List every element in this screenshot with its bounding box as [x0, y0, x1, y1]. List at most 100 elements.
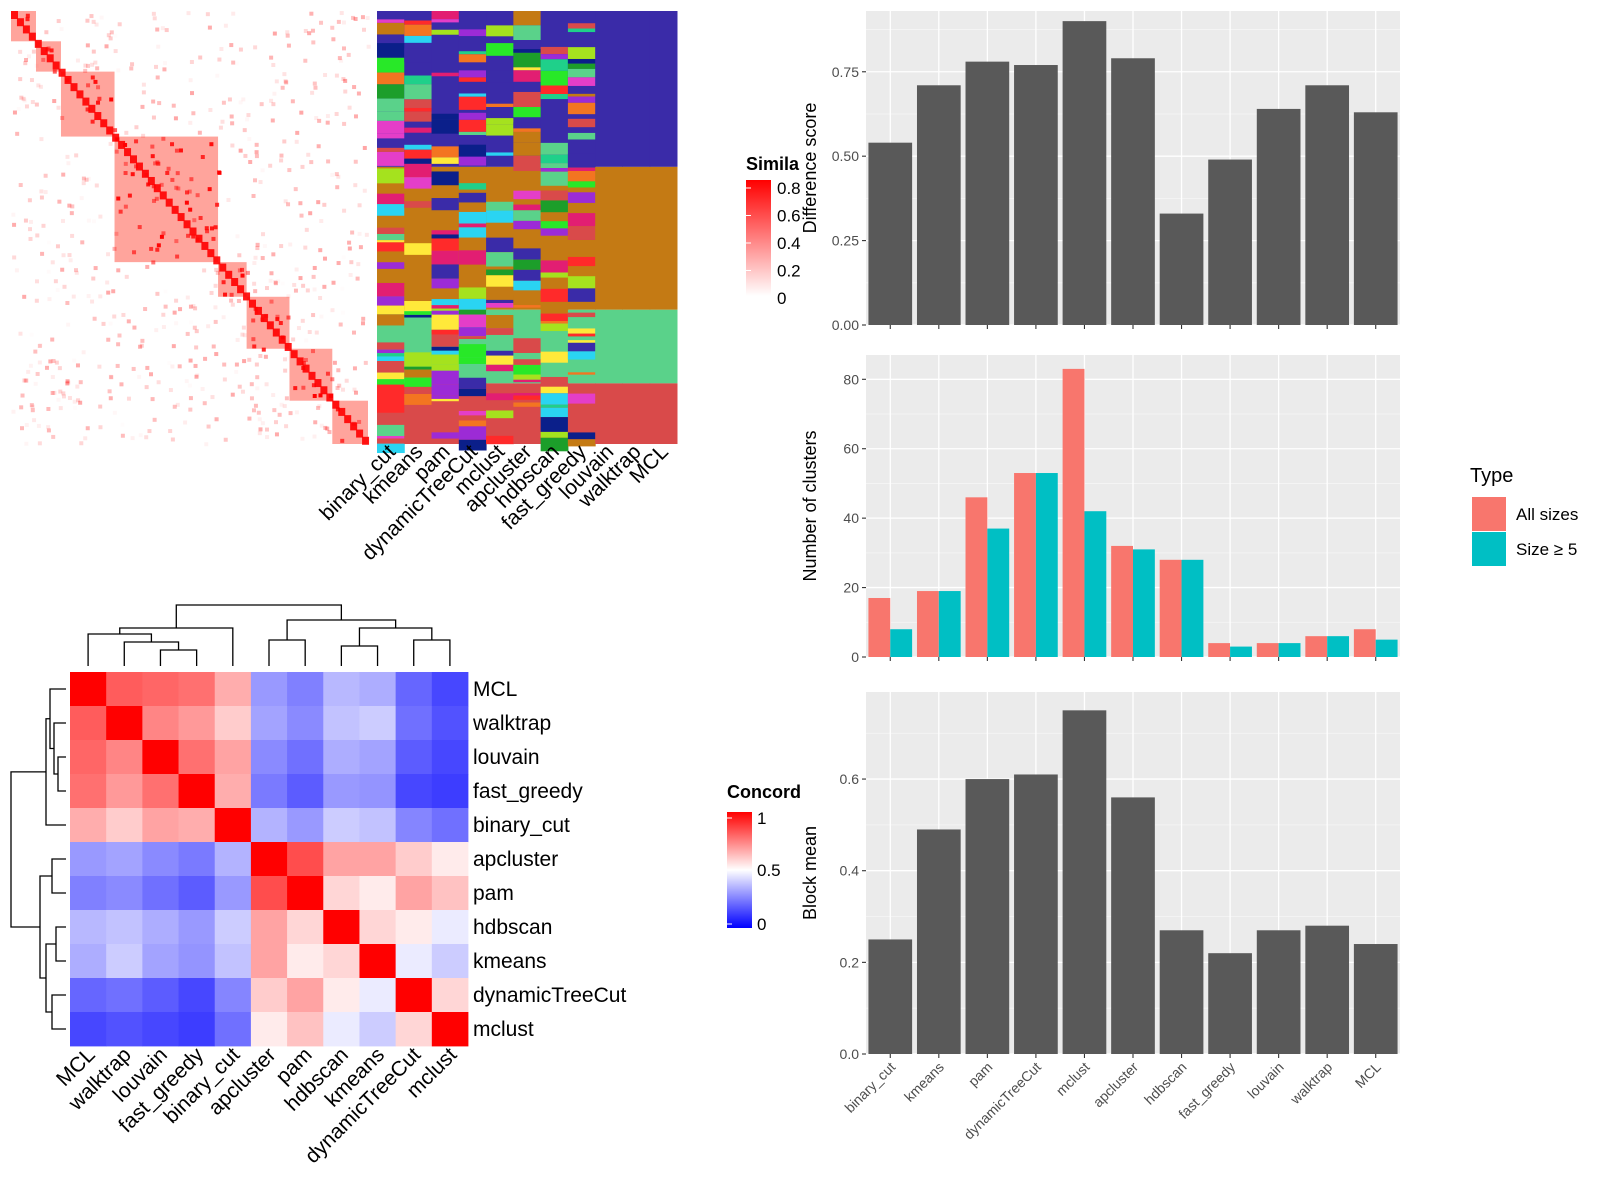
similarity-cell — [294, 139, 299, 144]
membership-cell — [404, 35, 433, 43]
concordance-cell — [250, 808, 288, 843]
similarity-cell — [67, 253, 72, 258]
similarity-cell — [130, 172, 135, 177]
similarity-cell — [294, 267, 299, 272]
dendrogram-link — [358, 627, 433, 646]
similarity-cell — [325, 120, 330, 125]
membership-cell — [567, 96, 596, 103]
similarity-cell — [325, 426, 330, 431]
membership-band — [458, 166, 487, 310]
similarity-cell — [73, 268, 78, 273]
similarity-cell — [184, 200, 189, 205]
similarity-cell — [12, 147, 16, 151]
membership-cell — [458, 227, 487, 238]
concordance-cell — [359, 944, 397, 979]
membership-cell — [431, 432, 460, 439]
similarity-cell — [336, 261, 341, 266]
similarity-cell — [157, 101, 162, 106]
membership-cell — [486, 393, 514, 401]
similarity-cell — [319, 219, 324, 224]
dendrogram-link — [49, 688, 66, 750]
similarity-cell — [282, 357, 287, 362]
y-axis: 0.00 0.25 0.50 0.75 — [832, 64, 1377, 333]
similarity-cell — [170, 177, 175, 182]
concordance-cell — [106, 808, 143, 843]
similarity-cell — [237, 384, 242, 389]
similarity-cell — [200, 387, 205, 391]
membership-cell — [540, 94, 569, 100]
similarity-cell — [340, 287, 344, 291]
similarity-cell — [213, 225, 218, 230]
similarity-cell — [272, 408, 277, 413]
similarity-cell — [249, 396, 254, 401]
concordance-cell — [250, 706, 288, 741]
similarity-cell — [358, 245, 363, 250]
membership-cell — [377, 305, 405, 315]
similarity-cell — [18, 77, 23, 82]
similarity-cell — [155, 291, 160, 296]
similarity-cell — [26, 54, 31, 59]
membership-cell — [486, 70, 514, 83]
concordance-cell — [395, 842, 433, 877]
bar — [1159, 930, 1204, 1054]
similarity-cell — [357, 419, 362, 424]
similarity-cell — [192, 325, 197, 330]
similarity-cell — [124, 274, 129, 279]
dendrogram-link — [10, 771, 46, 928]
similarity-cell — [90, 119, 95, 124]
similarity-diagonal-cell — [266, 321, 274, 330]
similarity-cell — [314, 330, 319, 335]
similarity-cell — [66, 161, 71, 166]
similarity-cell — [230, 199, 234, 203]
dendrogram-link — [268, 639, 306, 666]
similarity-cell — [243, 153, 248, 158]
similarity-cell — [39, 195, 44, 200]
membership-band — [622, 383, 651, 444]
membership-cell — [377, 19, 405, 23]
membership-column-labels: binary_cutkmeanspamdynamicTreeCutmclusta… — [315, 440, 673, 565]
concordance-cell — [359, 842, 397, 877]
y-axis: 0 20 40 60 80 — [843, 371, 1377, 665]
concordance-cell — [214, 672, 252, 707]
similarity-cell — [60, 115, 65, 120]
similarity-diagonal-cell — [284, 342, 292, 351]
membership-cell — [431, 370, 460, 385]
similarity-cell — [240, 273, 245, 278]
similarity-cell — [229, 298, 234, 303]
similarity-diagonal-cell — [147, 176, 155, 185]
concordance-cell — [250, 672, 288, 707]
similarity-cell — [25, 17, 30, 22]
similarity-cell — [255, 246, 260, 251]
similarity-cell — [175, 402, 180, 407]
membership-band — [567, 11, 596, 167]
similarity-diagonal-cell — [183, 220, 191, 229]
similarity-cell — [150, 397, 155, 402]
membership-column-apcluster — [513, 11, 542, 444]
similarity-cell — [58, 389, 63, 394]
concordance-cell — [250, 842, 288, 877]
membership-cell — [486, 43, 514, 56]
concordance-cell — [214, 740, 252, 775]
similarity-cell — [252, 261, 257, 266]
similarity-cell — [202, 268, 207, 273]
concordance-cell — [250, 978, 288, 1013]
concordance-cell — [70, 842, 107, 877]
concordance-cell — [106, 672, 143, 707]
similarity-cell — [134, 125, 139, 130]
similarity-cell — [347, 246, 352, 251]
similarity-cell — [178, 307, 183, 312]
similarity-cell — [26, 369, 31, 374]
membership-cell — [377, 356, 405, 361]
similarity-cell — [119, 382, 124, 387]
membership-cell — [540, 376, 569, 387]
similarity-cell — [120, 433, 125, 438]
concordance-heatmap-cells — [70, 672, 469, 1047]
concordance-cell — [142, 910, 179, 945]
membership-cell — [377, 242, 405, 252]
similarity-cell — [75, 58, 80, 63]
similarity-diagonal-cell — [100, 119, 108, 128]
concordance-heatmap: MCL walktrap louvain fast_greedy binary_cuta… — [10, 604, 626, 1168]
similarity-cell — [319, 423, 324, 428]
similarity-cell — [12, 110, 17, 115]
similarity-cell — [332, 360, 337, 365]
